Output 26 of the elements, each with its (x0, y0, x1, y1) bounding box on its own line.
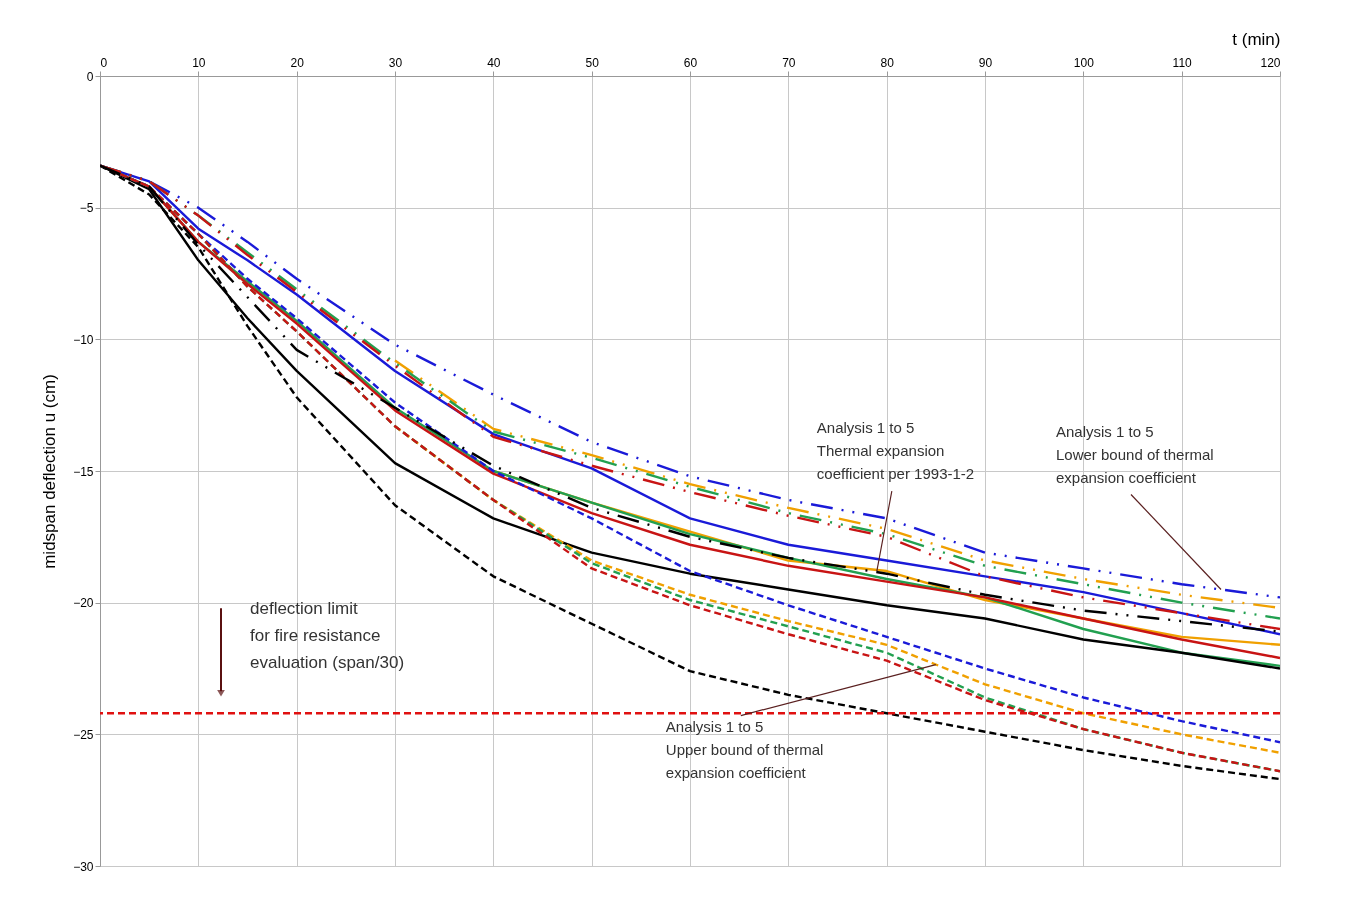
x-tick-label: 100 (1073, 55, 1095, 70)
x-tick-label: 30 (388, 55, 403, 70)
x-tick-label: 90 (978, 55, 993, 70)
x-tick-label: 0 (100, 55, 108, 70)
y-tick-label: −25 (73, 727, 94, 742)
x-tick-label: 20 (290, 55, 305, 70)
y-tick-label: −30 (73, 859, 94, 874)
x-axis-title: t (min) (1232, 29, 1281, 49)
x-tick-label: 50 (585, 55, 600, 70)
y-axis-title: midspan deflection u (cm) (40, 374, 60, 569)
x-tick-label: 60 (683, 55, 698, 70)
annotation: Analysis 1 to 5 Thermal expansion coefficient per 1993-1-2 (816, 419, 975, 483)
x-tick-label: 70 (782, 55, 796, 70)
ref-line-label: deflection limit for fire resistance evaluation (span/30) (250, 599, 405, 673)
y-tick-label: −15 (73, 464, 94, 479)
y-tick-label: −10 (73, 332, 94, 347)
y-tick-label: −20 (73, 596, 94, 611)
annotation: Analysis 1 to 5 Upper bound of thermal expansion coefficient (665, 717, 824, 781)
y-tick-label: −5 (79, 201, 94, 216)
x-tick-label: 40 (487, 55, 501, 70)
annotation: Analysis 1 to 5 Lower bound of thermal expansion coefficient (1056, 422, 1214, 486)
x-tick-label: 110 (1172, 55, 1193, 70)
y-tick-label: 0 (86, 69, 94, 84)
x-tick-label: 10 (192, 55, 206, 70)
x-tick-label: 120 (1260, 55, 1281, 70)
x-tick-label: 80 (880, 55, 895, 70)
